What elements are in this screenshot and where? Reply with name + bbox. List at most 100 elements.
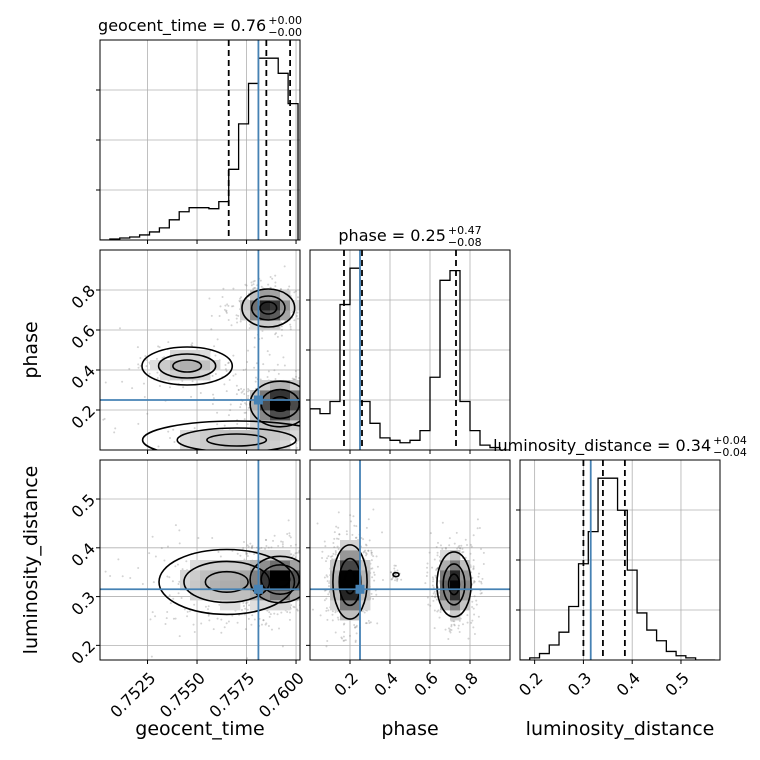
scatter-point	[458, 619, 461, 622]
scatter-point	[177, 592, 180, 595]
scatter-point	[178, 542, 181, 545]
scatter-point	[363, 611, 366, 614]
density-cell	[220, 560, 231, 571]
scatter-point	[320, 566, 322, 568]
scatter-point	[370, 551, 373, 554]
density-cell	[340, 550, 351, 561]
scatter-point	[450, 625, 453, 628]
scatter-point	[396, 578, 399, 581]
scatter-point	[172, 617, 175, 620]
scatter-point	[283, 265, 286, 268]
scatter-point	[340, 434, 342, 436]
scatter-point	[433, 609, 436, 612]
scatter-point	[448, 630, 451, 633]
scatter-point	[326, 557, 329, 560]
scatter-point	[290, 553, 293, 556]
scatter-point	[294, 543, 297, 546]
scatter-point	[336, 610, 339, 613]
scatter-point	[453, 624, 456, 627]
axis-label-x-geocent_time: geocent_time	[135, 718, 264, 740]
scatter-point	[394, 564, 397, 567]
scatter-point	[332, 552, 335, 555]
scatter-point	[332, 541, 335, 544]
scatter-point	[476, 527, 479, 530]
scatter-point	[219, 555, 222, 558]
scatter-point	[164, 622, 167, 625]
scatter-point	[365, 423, 367, 425]
scatter-point	[457, 624, 460, 627]
scatter-point	[214, 354, 217, 357]
scatter-point	[262, 619, 265, 622]
scatter-point	[225, 310, 228, 313]
scatter-point	[348, 634, 351, 637]
contour-level-2	[332, 544, 368, 620]
scatter-point	[304, 573, 306, 575]
scatter-point	[154, 615, 157, 618]
scatter-point	[361, 610, 364, 613]
scatter-point	[448, 537, 451, 540]
scatter-point	[334, 611, 337, 614]
scatter-point	[329, 396, 331, 398]
scatter-point	[320, 416, 322, 418]
contour-level-2	[158, 548, 296, 616]
scatter-point	[248, 604, 251, 607]
scatter-point	[169, 602, 172, 605]
scatter-point	[326, 392, 328, 394]
scatter-point	[342, 623, 345, 626]
density-cell	[180, 370, 191, 381]
scatter-point	[319, 574, 321, 576]
density-cell	[210, 440, 221, 450]
scatter-point	[301, 551, 303, 553]
scatter-point	[337, 618, 340, 621]
scatter-point	[306, 393, 308, 395]
scatter-point	[303, 550, 305, 552]
density-cell	[290, 590, 300, 601]
scatter-point	[475, 599, 478, 602]
contour-level-0	[259, 301, 278, 315]
scatter-point	[245, 403, 248, 406]
scatter-point	[435, 545, 438, 548]
scatter-point	[293, 606, 296, 609]
scatter-point	[448, 544, 451, 547]
scatter-point	[343, 639, 346, 642]
density-cell	[460, 590, 471, 601]
density-cell	[190, 570, 201, 581]
scatter-point	[137, 363, 140, 366]
scatter-point	[321, 556, 324, 559]
scatter-point	[297, 551, 300, 554]
scatter-point	[239, 554, 242, 557]
scatter-point	[322, 310, 324, 312]
scatter-point	[301, 548, 303, 550]
scatter-point	[321, 553, 323, 555]
density-cell	[330, 580, 341, 591]
scatter-point	[311, 395, 313, 397]
density-cell	[180, 350, 191, 361]
scatter-point	[436, 551, 439, 554]
scatter-point	[229, 403, 232, 406]
scatter-point	[268, 615, 271, 618]
scatter-point	[148, 372, 151, 375]
scatter-point	[354, 536, 357, 539]
scatter-point	[151, 535, 154, 538]
scatter-point	[432, 599, 435, 602]
scatter-point	[307, 598, 309, 600]
scatter-point	[163, 356, 166, 359]
scatter-point	[150, 655, 153, 658]
scatter-point	[302, 560, 304, 562]
scatter-point	[304, 373, 306, 375]
density-cell	[220, 570, 231, 581]
scatter-point	[155, 357, 158, 360]
scatter-point	[311, 405, 313, 407]
density-cell	[250, 600, 261, 611]
contour-level-2	[436, 551, 472, 618]
scatter-point	[342, 635, 345, 638]
scatter-point	[353, 624, 356, 627]
scatter-point	[185, 560, 188, 563]
scatter-point	[103, 417, 106, 420]
scatter-point	[394, 573, 397, 576]
scatter-point	[291, 555, 294, 558]
contour-level-0	[447, 573, 461, 596]
scatter-point	[234, 373, 237, 376]
scatter-point	[370, 551, 373, 554]
scatter-point	[304, 348, 306, 350]
